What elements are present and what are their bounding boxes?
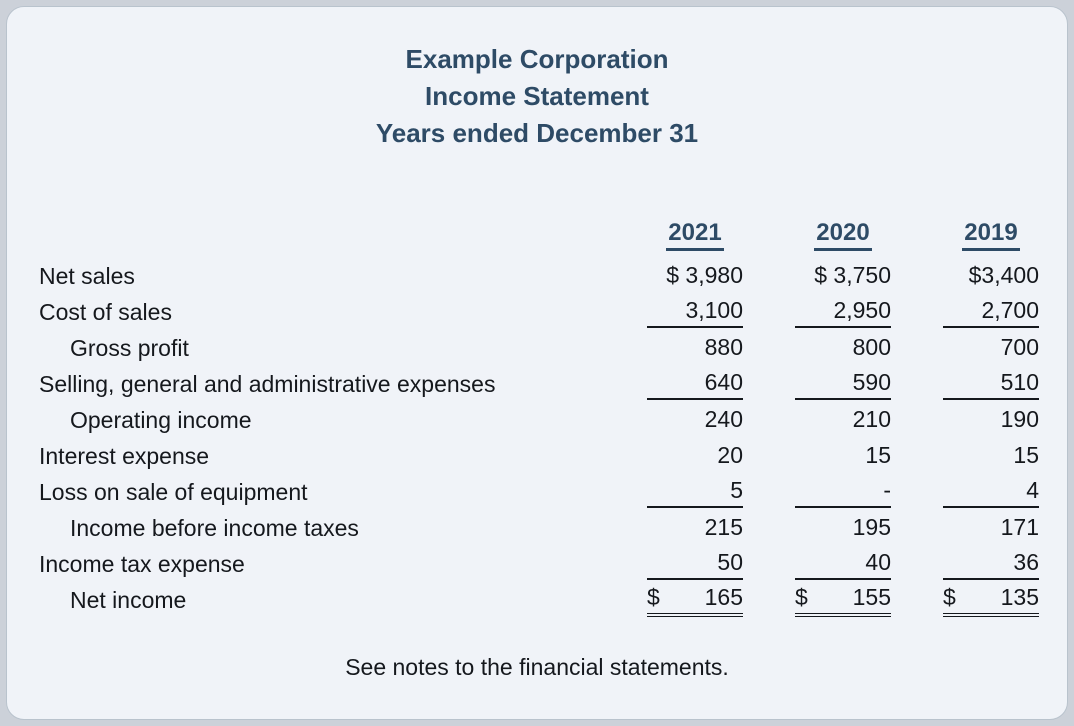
year-2021-header: 2021	[666, 219, 724, 251]
amount-cell: $3,400	[968, 261, 1039, 288]
amount-cell: -	[743, 474, 891, 510]
row-label: Cost of sales	[39, 298, 172, 325]
table-row-net-income: Net income $165 $155 $135	[39, 582, 1039, 618]
amount-value: 135	[1000, 583, 1039, 610]
amount-cell: 880	[704, 333, 743, 360]
amount-cell: 195	[852, 513, 891, 540]
row-label: Interest expense	[39, 442, 210, 469]
amount-cell: 20	[717, 441, 743, 468]
amount-cell: 15	[1013, 441, 1039, 468]
amount-cell: 15	[865, 441, 891, 468]
table-row-net-sales: Net sales $ 3,980 $ 3,750 $3,400	[39, 258, 1039, 294]
amount-cell: 210	[852, 405, 891, 432]
report-header: Example Corporation Income Statement Yea…	[7, 7, 1067, 152]
table-row-operating-income: Operating income 240 210 190	[39, 402, 1039, 438]
amount-cell: $ 3,750	[814, 261, 891, 288]
amount-cell: 590	[743, 366, 891, 402]
dollar-sign: $	[943, 583, 956, 610]
income-statement-table: 2021 2020 2019 Net sales $ 3,980 $ 3,750…	[39, 212, 1039, 618]
amount-cell: 40	[743, 546, 891, 582]
amount-cell: 36	[891, 546, 1039, 582]
amount-value: 165	[704, 583, 743, 610]
year-header-cell: 2019	[891, 212, 1039, 258]
period-caption: Years ended December 31	[375, 118, 699, 148]
amount-cell: 2,950	[743, 294, 891, 330]
row-label: Operating income	[70, 406, 252, 433]
year-header-cell: 2021	[595, 212, 743, 258]
amount-cell: $ 3,980	[666, 261, 743, 288]
amount-cell: 4	[891, 474, 1039, 510]
amount-value: 155	[852, 583, 891, 610]
empty-header-cell	[39, 212, 595, 258]
table-row-cost-of-sales: Cost of sales 3,100 2,950 2,700	[39, 294, 1039, 330]
amount-cell: $155	[743, 582, 891, 618]
statement-name: Income Statement	[425, 81, 649, 111]
table-row-sga-expenses: Selling, general and administrative expe…	[39, 366, 1039, 402]
amount-cell: 510	[891, 366, 1039, 402]
table-row-income-tax-expense: Income tax expense 50 40 36	[39, 546, 1039, 582]
footer-note: See notes to the financial statements.	[345, 654, 729, 680]
year-header-cell: 2020	[743, 212, 891, 258]
amount-cell: 640	[595, 366, 743, 402]
year-2019-header: 2019	[962, 219, 1020, 251]
amount-cell: $135	[891, 582, 1039, 618]
amount-cell: 700	[1000, 333, 1039, 360]
company-name: Example Corporation	[405, 44, 669, 74]
table-row-loss-on-sale: Loss on sale of equipment 5 - 4	[39, 474, 1039, 510]
year-2020-header: 2020	[814, 219, 872, 251]
row-label: Selling, general and administrative expe…	[39, 370, 496, 397]
amount-cell: 171	[1000, 513, 1039, 540]
income-statement-card: Example Corporation Income Statement Yea…	[6, 6, 1068, 720]
table-row-interest-expense: Interest expense 20 15 15	[39, 438, 1039, 474]
amount-cell: 215	[704, 513, 743, 540]
amount-cell: 50	[595, 546, 743, 582]
row-label: Income tax expense	[39, 550, 245, 577]
amount-cell: $165	[595, 582, 743, 618]
amount-cell: 800	[852, 333, 891, 360]
row-label: Loss on sale of equipment	[39, 478, 308, 505]
row-label: Net income	[70, 586, 187, 613]
table-row-gross-profit: Gross profit 880 800 700	[39, 330, 1039, 366]
amount-cell: 2,700	[891, 294, 1039, 330]
dollar-sign: $	[647, 583, 660, 610]
amount-cell: 5	[595, 474, 743, 510]
amount-cell: 190	[1000, 405, 1039, 432]
dollar-sign: $	[795, 583, 808, 610]
row-label: Net sales	[39, 262, 135, 289]
year-header-row: 2021 2020 2019	[39, 212, 1039, 258]
row-label: Income before income taxes	[70, 514, 359, 541]
row-label: Gross profit	[70, 334, 189, 361]
table-row-income-before-taxes: Income before income taxes 215 195 171	[39, 510, 1039, 546]
amount-cell: 240	[704, 405, 743, 432]
amount-cell: 3,100	[595, 294, 743, 330]
